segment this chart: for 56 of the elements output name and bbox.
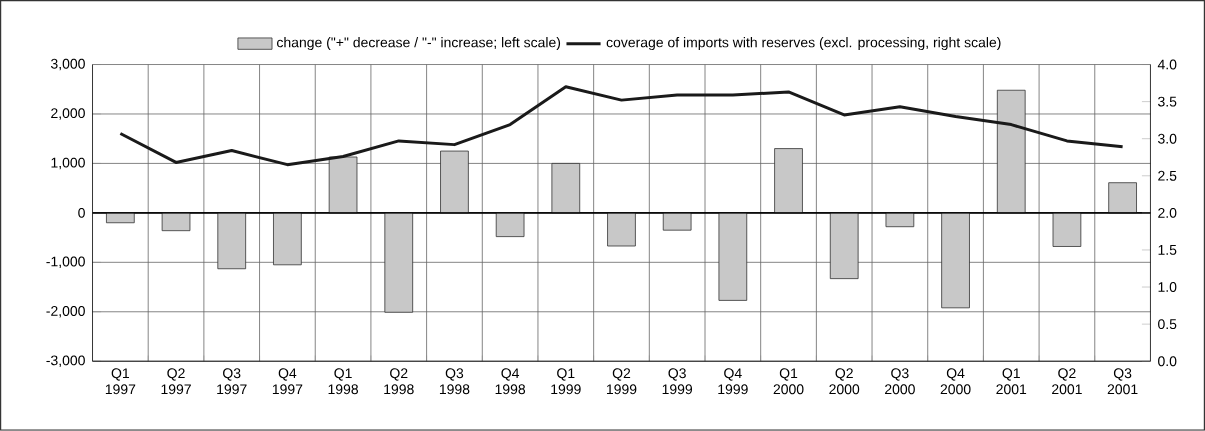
- y2-tick-label: 3.5: [1158, 96, 1177, 107]
- y-tick-label: 2,000: [51, 108, 85, 120]
- bar: [1108, 182, 1137, 214]
- y2-tick-label: 2.0: [1158, 208, 1177, 218]
- x-tick-label: Q1 1997: [105, 368, 136, 395]
- bar: [440, 150, 469, 214]
- bar: [941, 212, 970, 309]
- x-tick-label: Q2 2001: [1052, 368, 1082, 395]
- x-tick-label: Q1 1998: [328, 368, 359, 395]
- bar: [885, 212, 915, 228]
- bar: [495, 212, 525, 238]
- bar: [774, 148, 803, 214]
- x-tick-label: Q3 2000: [885, 368, 915, 395]
- x-tick-label: Q4 1997: [272, 368, 303, 395]
- x-tick-label: Q1 1999: [551, 368, 581, 395]
- x-tick-label: Q3 2001: [1107, 368, 1138, 395]
- y2-tick-label: 0.5: [1158, 319, 1177, 330]
- y2-tick-label: 0.0: [1158, 356, 1177, 367]
- x-tick-label: Q4 2000: [940, 368, 971, 395]
- x-tick-label: Q3 1999: [662, 368, 693, 395]
- y-tick-label: -2,000: [46, 306, 85, 318]
- x-tick-label: Q4 1998: [495, 368, 526, 395]
- y2-tick-label: 1.5: [1158, 245, 1177, 255]
- y-tick-label: -3,000: [46, 355, 85, 368]
- x-tick-label: Q1 2001: [996, 368, 1027, 395]
- y-tick-label: 3,000: [50, 58, 85, 71]
- y2-tick-label: 2.5: [1158, 170, 1177, 181]
- bar: [161, 212, 191, 232]
- bar: [551, 163, 581, 214]
- bar: [384, 212, 414, 313]
- x-tick-label: Q2 1998: [384, 368, 414, 395]
- bar: [718, 212, 748, 301]
- x-tick-label: Q3 1997: [217, 368, 247, 395]
- legend-label: change ("+" decrease / "-" increase; left scale): [277, 37, 561, 51]
- x-tick-label: Q1 2000: [773, 368, 804, 395]
- bar: [1052, 212, 1082, 248]
- x-tick-label: Q4 1999: [718, 368, 748, 395]
- x-tick-label: Q3 1998: [439, 368, 470, 395]
- y2-tick-label: 1.0: [1158, 282, 1177, 293]
- y-tick-label: 0: [78, 208, 85, 218]
- x-tick-label: Q2 2000: [829, 368, 860, 395]
- y-tick-label: -1,000: [46, 256, 85, 269]
- bar: [607, 212, 636, 247]
- bar: [996, 89, 1026, 214]
- bar: [328, 156, 358, 214]
- bar: [662, 212, 692, 231]
- bar: [217, 212, 247, 270]
- y2-tick-label: 4.0: [1157, 59, 1177, 70]
- x-tick-label: Q2 1997: [161, 368, 191, 395]
- line-series: [118, 85, 1125, 167]
- bar: [273, 212, 302, 266]
- y-tick-label: 1,000: [51, 157, 85, 170]
- bar: [829, 212, 859, 280]
- y2-tick-label: 3.0: [1158, 133, 1177, 144]
- legend-label: coverage of imports with reserves (excl. processing, right scale): [606, 37, 1001, 51]
- x-tick-label: Q2 1999: [606, 368, 637, 395]
